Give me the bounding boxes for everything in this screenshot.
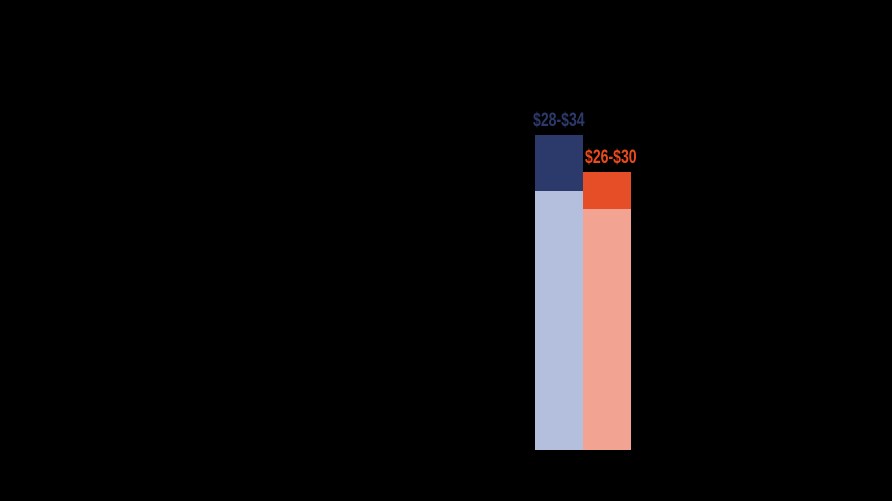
bar-segment-base: [583, 209, 631, 450]
bar-segment-range: [583, 172, 631, 210]
bar-range-label: $26-$30: [585, 147, 637, 169]
bar-range-label: $28-$34: [533, 110, 585, 131]
bar-segment-range: [535, 135, 583, 191]
bar-group-1: $28-$34: [533, 111, 585, 450]
bar-group-2: $26-$30: [583, 148, 637, 450]
bar-segment-base: [535, 190, 583, 450]
